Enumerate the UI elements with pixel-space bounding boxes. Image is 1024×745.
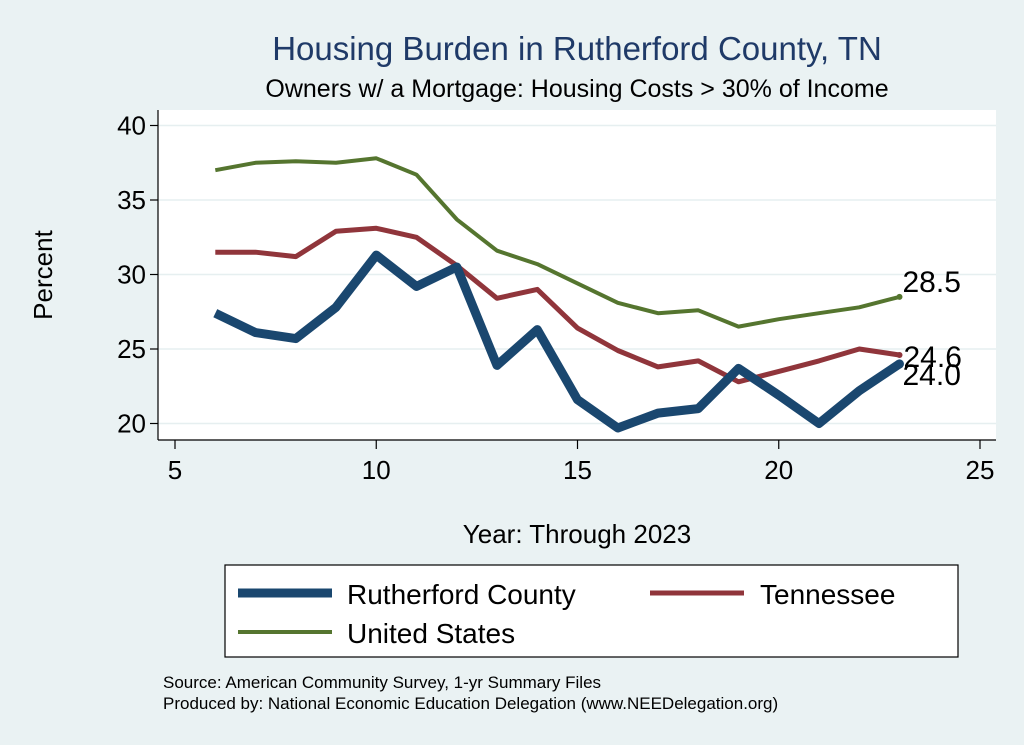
legend: Rutherford County Tennessee United State… [224,564,959,658]
legend-label-us: United States [347,618,515,649]
grid [158,124,996,425]
y-tick-label: 25 [117,334,146,364]
chart-title: Housing Burden in Rutherford County, TN [272,30,882,67]
series-lines [213,156,904,433]
y-tick-label: 20 [117,409,146,439]
end-labels: 24.024.6 28.5 [903,266,962,392]
end-label-tennessee: 24.6 [904,341,962,374]
series-rutherford [213,250,902,433]
axes: 20 25 30 35 40 5 10 15 20 25 [117,110,996,485]
producer-line: Produced by: National Economic Education… [163,694,778,713]
series-us [214,156,901,329]
series-tennessee-end-marker [896,351,903,358]
source-line: Source: American Community Survey, 1-yr … [163,673,601,692]
x-axis-title: Year: Through 2023 [463,519,691,549]
legend-box [224,564,959,658]
legend-label-tennessee: Tennessee [760,579,895,610]
x-tick-label: 20 [764,455,793,485]
series-us-end-marker [896,293,903,300]
end-label-rutherford: 24.0 [903,359,961,392]
chart-subtitle: Owners w/ a Mortgage: Housing Costs > 30… [265,75,888,103]
y-tick-label: 30 [117,260,146,290]
y-tick-label: 40 [117,111,146,141]
x-tick-label: 5 [168,455,182,485]
x-tick-label: 15 [563,455,592,485]
series-tennessee [215,225,900,385]
x-tick-label: 25 [966,455,995,485]
end-label-us: 28.5 [903,266,961,299]
y-tick-label: 35 [117,185,146,215]
y-axis-title: Percent [28,229,58,319]
series-rutherford-end-marker [895,359,904,369]
x-tick-label: 10 [362,455,391,485]
legend-label-rutherford: Rutherford County [347,579,576,610]
